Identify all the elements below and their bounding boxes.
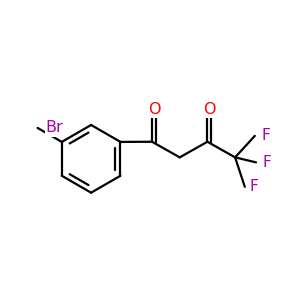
Text: F: F bbox=[249, 179, 258, 194]
Text: Br: Br bbox=[46, 120, 64, 135]
Text: O: O bbox=[203, 102, 216, 117]
Text: F: F bbox=[262, 155, 271, 170]
Text: O: O bbox=[148, 102, 161, 117]
Text: F: F bbox=[261, 128, 270, 143]
